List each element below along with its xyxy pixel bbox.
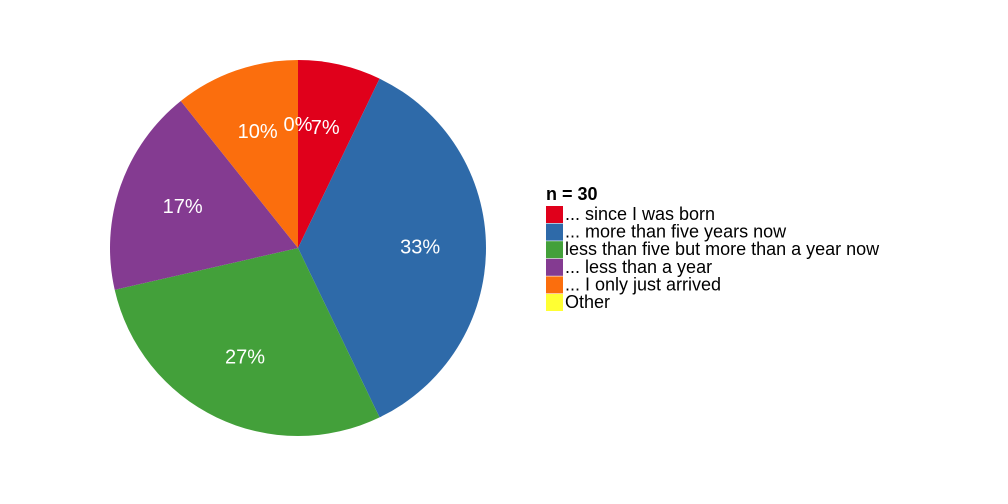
legend-swatch	[546, 276, 563, 294]
legend-swatch	[546, 206, 563, 223]
legend-label: less than five but more than a year now	[565, 239, 880, 259]
legend-items: ... since I was born... more than five y…	[546, 204, 880, 312]
pie-slice	[110, 101, 298, 290]
legend-swatch	[546, 223, 563, 241]
legend-label: ... I only just arrived	[565, 274, 721, 294]
pie-slice-label: 7%	[311, 117, 340, 139]
legend: n = 30 ... since I was born... more than…	[546, 184, 880, 312]
pie-slice-label: 0%	[284, 114, 313, 136]
legend-label: Other	[565, 292, 610, 312]
pie-slice-labels: 7% 33% 27% 17% 10% 0%	[163, 114, 441, 368]
legend-swatch	[546, 258, 563, 276]
legend-swatch	[546, 294, 563, 311]
pie-slice-label: 27%	[225, 346, 265, 368]
pie-slice	[114, 248, 380, 436]
legend-label: ... since I was born	[565, 204, 715, 224]
pie-slice-label: 17%	[163, 196, 203, 218]
legend-label: ... more than five years now	[565, 222, 787, 242]
pie-slice	[180, 60, 298, 248]
legend-label: ... less than a year	[565, 257, 712, 277]
pie-slice-label: 10%	[238, 121, 278, 143]
pie-slice-label: 33%	[400, 236, 440, 258]
pie-slice	[298, 60, 380, 248]
pie-slices	[110, 60, 486, 436]
legend-swatch	[546, 241, 563, 259]
legend-title: n = 30	[546, 184, 598, 204]
pie-slice	[298, 78, 486, 418]
